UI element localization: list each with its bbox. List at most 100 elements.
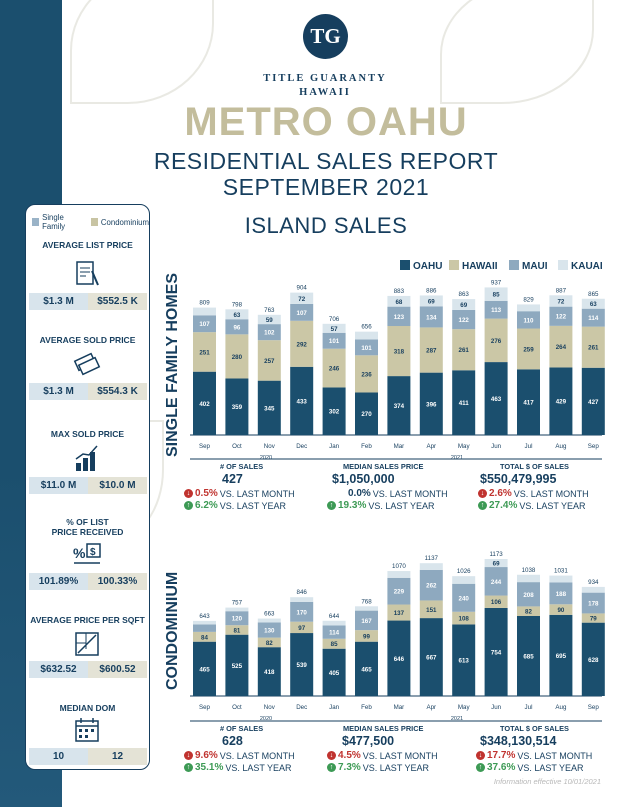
bar-segment-hawaii xyxy=(581,326,605,368)
kpi-year-text: VS. LAST YEAR xyxy=(362,762,429,773)
bar-value-label: 244 xyxy=(491,579,502,586)
bar-segment-oahu xyxy=(322,648,346,696)
bar-value-label: 628 xyxy=(588,657,599,664)
bar-segment-oahu xyxy=(581,622,605,696)
bar-segment-oahu xyxy=(452,624,476,696)
stat-single-family-value: $1.3 M xyxy=(29,383,88,400)
bar-value-label: 345 xyxy=(264,405,275,412)
bar-segment-kauai xyxy=(484,287,508,301)
bar-value-label: 318 xyxy=(394,349,405,356)
bar-segment-maui xyxy=(225,319,249,335)
legend-label-maui: MAUI xyxy=(522,261,548,272)
bar-segment-hawaii xyxy=(549,604,573,615)
kpi-month-text: VS. LAST MONTH xyxy=(219,488,295,499)
x-tick-label: Feb xyxy=(361,704,372,711)
up-arrow-icon: ↑ xyxy=(184,763,193,772)
bar-segment-oahu xyxy=(355,392,378,435)
x-tick-label: Oct xyxy=(232,704,242,711)
year-label: 2020 xyxy=(260,455,272,461)
x-tick-label: Jul xyxy=(525,704,533,711)
bar-value-label: 82 xyxy=(525,609,532,616)
stat-single-family-value: $632.52 xyxy=(29,661,88,678)
bar-segment-maui xyxy=(549,306,573,326)
bar-value-label: 261 xyxy=(459,347,470,354)
bar-segment-kauai xyxy=(225,607,249,612)
bar-segment-maui xyxy=(257,324,281,341)
bar-segment-maui xyxy=(517,582,540,607)
bar-segment-hawaii xyxy=(484,595,508,608)
kpi-year-text: VS. LAST YEAR xyxy=(368,500,435,511)
bar-segment-kauai xyxy=(549,575,573,583)
x-tick-label: Apr xyxy=(426,443,436,450)
bar-value-label: 667 xyxy=(426,655,437,662)
bar-segment-oahu xyxy=(290,366,314,435)
kpi-month-change: ↓ 0.5% VS. LAST MONTH xyxy=(184,488,295,499)
x-tick-label: Jun xyxy=(491,704,502,711)
bar-value-label: 276 xyxy=(491,338,502,345)
bar-value-label: 59 xyxy=(266,317,273,324)
bar-segment-maui xyxy=(387,577,411,605)
bar-segment-maui xyxy=(257,622,281,638)
bar-segment-kauai xyxy=(581,298,605,309)
bar-value-label: 302 xyxy=(329,409,340,416)
bar-total-label: 934 xyxy=(588,579,599,586)
bar-value-label: 79 xyxy=(590,616,597,623)
bar-value-label: 122 xyxy=(556,314,567,321)
kpi-value: $477,500 xyxy=(342,734,395,748)
bar-segment-oahu xyxy=(387,620,411,696)
bar-segment-maui xyxy=(549,582,573,605)
bar-value-label: 257 xyxy=(264,358,275,365)
bar-value-label: 130 xyxy=(264,628,275,635)
page-title: METRO OAHU xyxy=(184,100,468,144)
legend-swatch-oahu xyxy=(400,260,410,270)
kpi-title: # OF SALES xyxy=(220,462,264,471)
bar-segment-kauai xyxy=(419,563,443,570)
bar-segment-hawaii xyxy=(225,625,249,635)
bar-value-label: 137 xyxy=(394,610,405,617)
bar-total-label: 644 xyxy=(329,613,340,620)
bar-value-label: 539 xyxy=(297,662,308,669)
bar-segment-hawaii xyxy=(257,340,281,381)
bar-segment-oahu xyxy=(225,634,249,696)
bar-value-label: 208 xyxy=(523,592,534,599)
bar-value-label: 114 xyxy=(588,315,599,322)
bar-segment-oahu xyxy=(193,641,216,696)
kpi-value: $550,479,995 xyxy=(480,472,557,486)
bar-value-label: 229 xyxy=(394,589,405,596)
stat-single-family-value: $1.3 M xyxy=(29,293,88,310)
legend-label-kauai: KAUAI xyxy=(571,261,603,272)
bar-total-label: 1031 xyxy=(554,568,568,575)
x-tick-label: Dec xyxy=(296,704,307,711)
x-tick-label: Aug xyxy=(555,704,567,711)
bar-segment-hawaii xyxy=(322,638,346,649)
bar-value-label: 405 xyxy=(329,670,340,677)
kpi-year-text: VS. LAST YEAR xyxy=(517,762,584,773)
bar-value-label: 101 xyxy=(361,345,372,352)
bar-value-label: 120 xyxy=(232,616,243,623)
bar-segment-maui xyxy=(581,308,605,327)
bar-segment-kauai xyxy=(517,304,540,312)
legend-swatch-maui xyxy=(509,260,519,270)
report-subtitle: RESIDENTIAL SALES REPORT xyxy=(153,148,499,174)
bar-value-label: 170 xyxy=(297,609,308,616)
bar-value-label: 167 xyxy=(361,618,372,625)
bar-value-label: 280 xyxy=(232,354,243,361)
bar-segment-maui xyxy=(322,332,346,349)
bar-value-label: 427 xyxy=(588,399,599,406)
x-tick-label: Sep xyxy=(588,443,600,450)
bar-value-label: 102 xyxy=(264,330,275,337)
bar-value-label: 433 xyxy=(297,398,308,405)
year-label: 2020 xyxy=(260,716,272,722)
bar-value-label: 97 xyxy=(298,625,305,632)
bar-segment-maui xyxy=(193,315,216,333)
bar-value-label: 411 xyxy=(459,400,470,407)
bar-value-label: 240 xyxy=(459,595,470,602)
kpi-month-change: ↓ 2.6% VS. LAST MONTH xyxy=(478,488,589,499)
bar-segment-hawaii xyxy=(355,355,378,393)
kpi-year-pct: 27.4% xyxy=(489,500,518,511)
kpi-month-pct: 17.7% xyxy=(487,750,516,761)
bar-total-label: 1173 xyxy=(489,551,503,558)
kpi-year-change: ↑ 35.1% VS. LAST YEAR xyxy=(184,762,292,773)
kpi-month-change: 0.0% VS. LAST MONTH xyxy=(348,488,448,499)
x-tick-label: Jun xyxy=(491,443,502,450)
